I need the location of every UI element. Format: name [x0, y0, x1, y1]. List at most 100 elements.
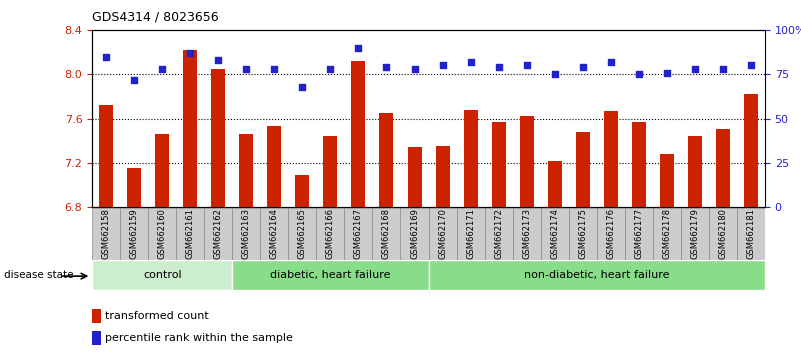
Bar [569, 208, 597, 260]
Bar [296, 175, 309, 207]
Bar [288, 208, 316, 260]
Bar [709, 208, 737, 260]
Bar [148, 208, 176, 260]
Bar [316, 208, 344, 260]
Bar [688, 136, 702, 207]
Point [128, 77, 141, 82]
Bar [520, 116, 533, 207]
Text: GSM662179: GSM662179 [690, 209, 699, 259]
Bar [681, 208, 709, 260]
Bar [625, 208, 653, 260]
Text: GSM662160: GSM662160 [158, 209, 167, 259]
Text: non-diabetic, heart failure: non-diabetic, heart failure [524, 270, 670, 280]
Text: GSM662162: GSM662162 [214, 209, 223, 259]
Bar [408, 147, 421, 207]
Text: GSM662172: GSM662172 [494, 209, 503, 259]
Point [633, 72, 646, 77]
Text: GSM662166: GSM662166 [326, 209, 335, 259]
Bar [548, 161, 562, 207]
Text: control: control [143, 270, 182, 280]
Bar [352, 61, 365, 207]
Point [240, 66, 253, 72]
Point [380, 64, 392, 70]
Bar [324, 136, 337, 207]
Text: GSM662170: GSM662170 [438, 209, 447, 259]
Point [211, 57, 224, 63]
Bar [485, 208, 513, 260]
Bar [457, 208, 485, 260]
Point [660, 70, 673, 75]
Point [576, 64, 589, 70]
Bar [744, 94, 758, 207]
Point [268, 66, 280, 72]
Bar [604, 111, 618, 207]
Bar [344, 208, 372, 260]
Bar [92, 331, 101, 345]
Bar [372, 208, 400, 260]
Point [408, 66, 421, 72]
Bar [92, 260, 232, 290]
Text: GSM662176: GSM662176 [606, 209, 615, 259]
Bar [127, 169, 141, 207]
Text: GSM662171: GSM662171 [466, 209, 475, 259]
Text: GSM662165: GSM662165 [298, 209, 307, 259]
Text: disease state: disease state [4, 270, 74, 280]
Text: GSM662168: GSM662168 [382, 209, 391, 259]
Bar [239, 134, 253, 207]
Bar [92, 208, 120, 260]
Text: GSM662158: GSM662158 [102, 209, 111, 259]
Bar [155, 134, 169, 207]
Bar [211, 69, 225, 207]
Bar [716, 129, 730, 207]
Point [717, 66, 730, 72]
Point [464, 59, 477, 65]
Point [604, 59, 617, 65]
Bar [576, 132, 590, 207]
Point [324, 66, 336, 72]
Bar [232, 260, 429, 290]
Text: GSM662175: GSM662175 [578, 209, 587, 259]
Point [436, 63, 449, 68]
Bar [400, 208, 429, 260]
Bar [492, 122, 505, 207]
Point [745, 63, 758, 68]
Point [296, 84, 309, 90]
Text: transformed count: transformed count [105, 311, 209, 321]
Text: GSM662167: GSM662167 [354, 209, 363, 259]
Point [688, 66, 702, 72]
Text: GSM662173: GSM662173 [522, 209, 531, 259]
Bar [541, 208, 569, 260]
Bar [653, 208, 681, 260]
Bar [92, 309, 101, 323]
Text: diabetic, heart failure: diabetic, heart failure [270, 270, 391, 280]
Text: GSM662164: GSM662164 [270, 209, 279, 259]
Bar [183, 50, 197, 207]
Text: GSM662163: GSM662163 [242, 209, 251, 259]
Text: GDS4314 / 8023656: GDS4314 / 8023656 [92, 11, 219, 24]
Point [492, 64, 505, 70]
Point [352, 45, 365, 51]
Text: GSM662169: GSM662169 [410, 209, 419, 259]
Bar [429, 208, 457, 260]
Bar [597, 208, 625, 260]
Text: GSM662177: GSM662177 [634, 209, 643, 259]
Point [184, 50, 197, 56]
Point [521, 63, 533, 68]
Point [155, 66, 168, 72]
Text: GSM662178: GSM662178 [662, 209, 671, 259]
Bar [232, 208, 260, 260]
Bar [513, 208, 541, 260]
Bar [660, 154, 674, 207]
Bar [120, 208, 148, 260]
Bar [737, 208, 765, 260]
Bar [429, 260, 765, 290]
Point [548, 72, 561, 77]
Bar [436, 146, 449, 207]
Bar [464, 110, 477, 207]
Bar [99, 105, 113, 207]
Bar [380, 113, 393, 207]
Point [99, 54, 112, 59]
Bar [268, 126, 281, 207]
Text: GSM662161: GSM662161 [186, 209, 195, 259]
Bar [176, 208, 204, 260]
